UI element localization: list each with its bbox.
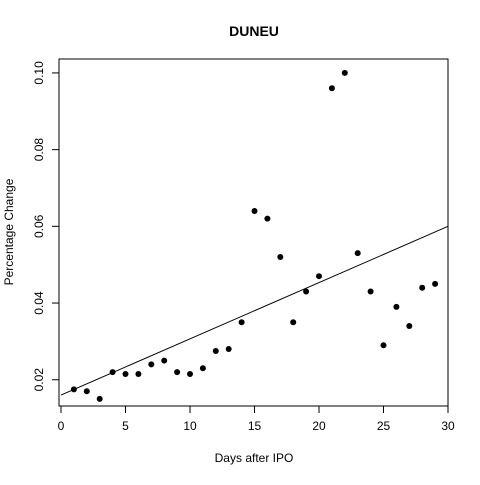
data-point (367, 288, 374, 295)
y-tick-label: 0.06 (32, 214, 46, 238)
data-point (419, 284, 426, 291)
y-tick-label: 0.08 (32, 138, 46, 162)
chart-title: DUNEU (229, 23, 279, 39)
data-point (122, 370, 129, 377)
data-point (264, 215, 271, 222)
data-point (341, 69, 348, 76)
data-point (225, 346, 232, 353)
x-axis-label: Days after IPO (215, 451, 294, 465)
data-point (199, 365, 206, 372)
data-point (303, 288, 310, 295)
data-point (316, 273, 322, 280)
data-point (148, 361, 155, 368)
y-tick-label: 0.04 (32, 291, 46, 315)
data-point (174, 369, 181, 376)
data-point (251, 207, 258, 214)
data-point (161, 357, 168, 364)
data-point (380, 342, 387, 349)
data-points (70, 69, 439, 402)
data-point (406, 323, 413, 330)
y-tick-label: 0.10 (32, 61, 46, 85)
x-axis: 0 5 10 15 20 25 30 (58, 405, 455, 433)
x-tick-label: 25 (377, 419, 391, 433)
y-axis-label: Percentage Change (2, 178, 16, 285)
trend-line-group (60, 225, 449, 396)
data-point (83, 388, 90, 395)
data-point (96, 395, 103, 402)
x-tick-label: 20 (312, 419, 326, 433)
data-point (70, 386, 77, 393)
data-point (238, 319, 245, 326)
data-point (354, 250, 361, 257)
trend-line (60, 225, 449, 396)
data-point (432, 280, 439, 287)
x-tick-label: 15 (248, 419, 262, 433)
data-point (212, 347, 219, 354)
x-tick-label: 5 (122, 419, 129, 433)
x-tick-label: 10 (183, 419, 197, 433)
x-tick-label: 30 (441, 419, 455, 433)
data-point (290, 319, 297, 326)
data-point (187, 370, 193, 377)
data-point (109, 369, 116, 376)
data-point (135, 370, 142, 377)
plot-frame (58, 58, 449, 407)
data-point (328, 85, 335, 92)
y-axis: 0.02 0.04 0.06 0.08 0.10 (32, 61, 60, 392)
y-tick-label: 0.02 (32, 368, 46, 392)
x-tick-label: 0 (58, 419, 65, 433)
data-point (393, 303, 400, 310)
data-point (277, 254, 284, 261)
